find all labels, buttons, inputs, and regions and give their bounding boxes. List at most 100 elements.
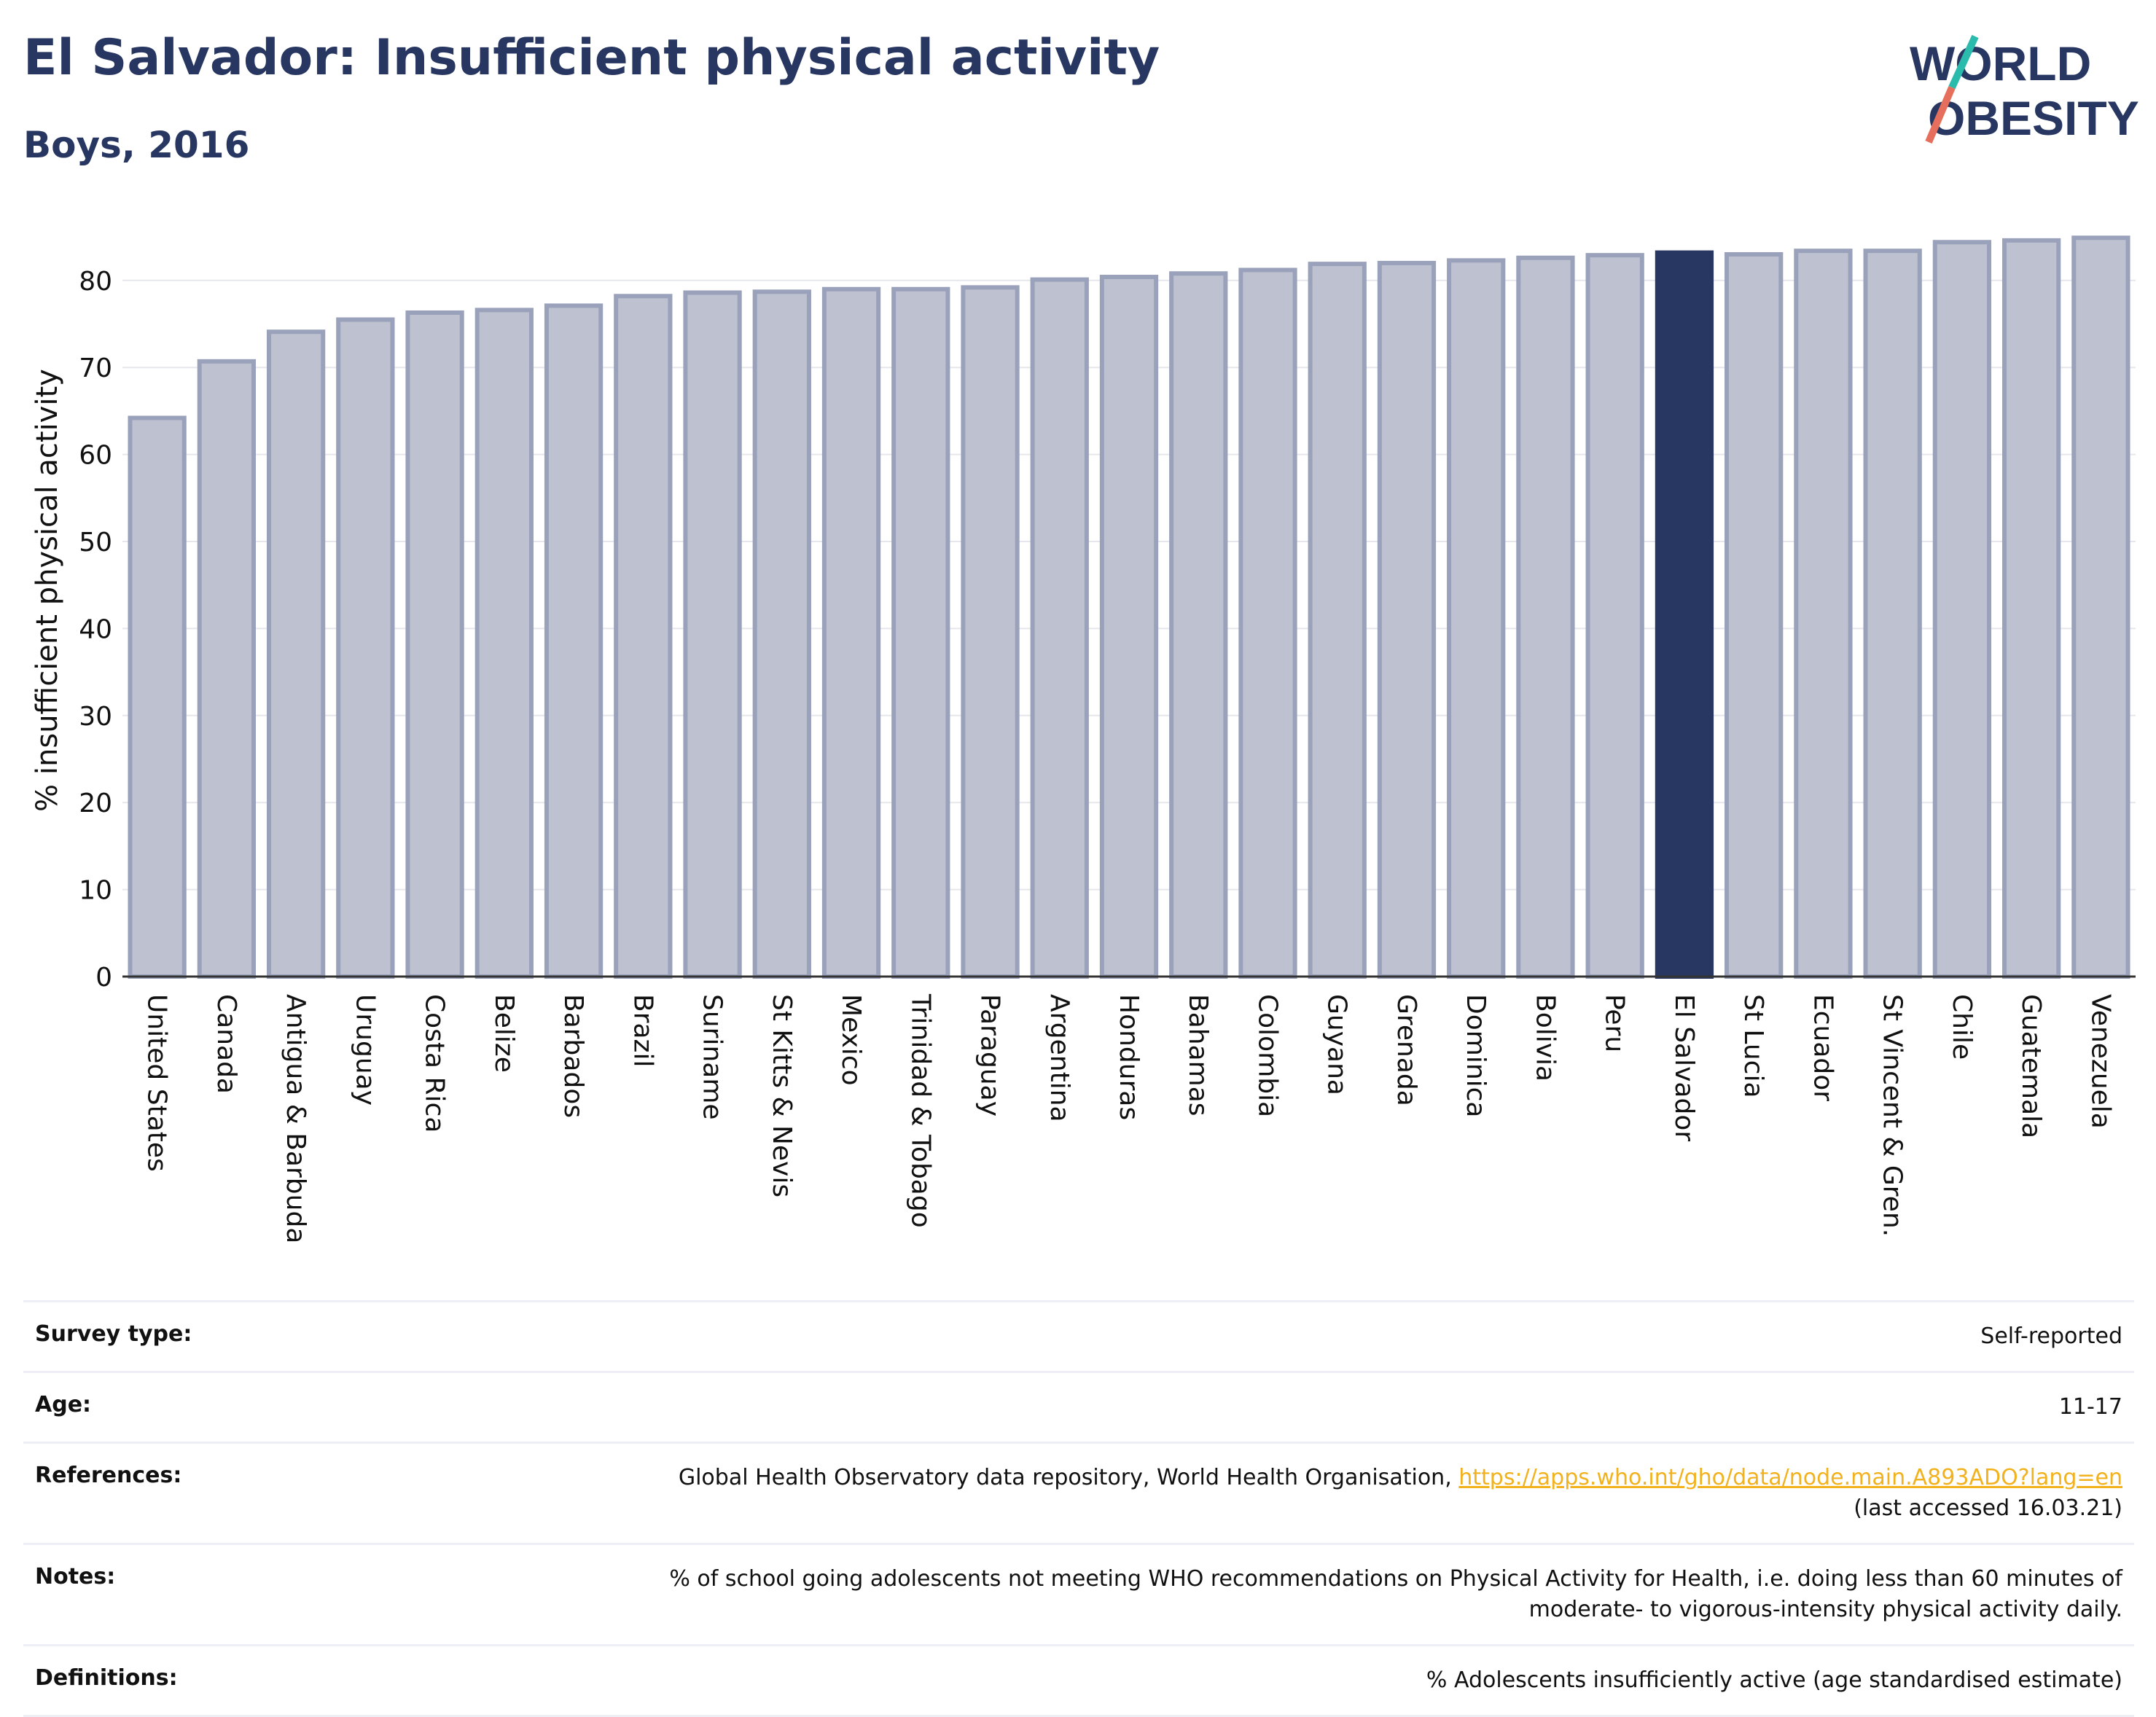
x-tick-label: Uruguay	[350, 994, 380, 1106]
x-tick-label: Bolivia	[1530, 994, 1560, 1082]
references-label: References:	[35, 1463, 182, 1488]
bar	[1308, 262, 1367, 979]
survey-type-label: Survey type:	[35, 1321, 192, 1347]
logo-slash-coral	[1925, 86, 1956, 144]
x-tick-label: Grenada	[1391, 994, 1421, 1106]
bar	[683, 290, 742, 979]
logo-slash-teal	[1948, 34, 1979, 90]
bar	[128, 415, 187, 979]
x-tick-label: Guatemala	[2016, 994, 2046, 1138]
x-tick-label: Paraguay	[975, 994, 1005, 1116]
age-value: 11-17	[2058, 1394, 2122, 1420]
x-tick-label: St Vincent & Gren.	[1878, 994, 1907, 1237]
notes-line2: moderate- to vigorous-intensity physical…	[1528, 1597, 2122, 1622]
x-tick-label: Dominica	[1461, 994, 1491, 1118]
bar	[2071, 235, 2130, 979]
y-tick-label: 30	[79, 702, 112, 732]
page-title: El Salvador: Insufficient physical activ…	[23, 29, 1160, 87]
x-tick-label: Venezuela	[2085, 994, 2115, 1129]
y-tick-label: 80	[79, 267, 112, 297]
x-tick-labels: United States Canada Antigua & Barbuda Urug…	[142, 993, 2116, 1243]
meta-row-notes: Notes: % of school going adolescents not…	[23, 1543, 2134, 1644]
notes-value: % of school going adolescents not meetin…	[669, 1564, 2122, 1625]
y-axis-label: % insufficient physical activity	[31, 369, 64, 812]
references-value: Global Health Observatory data repositor…	[679, 1463, 2122, 1524]
x-tick-label: Chile	[1947, 994, 1977, 1060]
x-tick-label: St Kitts & Nevis	[767, 994, 797, 1197]
meta-row-definitions: Definitions: % Adolescents insufficientl…	[23, 1644, 2134, 1717]
references-link[interactable]: https://apps.who.int/gho/data/node.main.…	[1458, 1465, 2122, 1490]
x-tick-label: Barbados	[558, 994, 588, 1118]
x-tick-label: United States	[142, 994, 172, 1172]
x-tick-label: Suriname	[698, 994, 727, 1120]
x-tick-label: El Salvador	[1669, 994, 1699, 1141]
x-tick-label: Brazil	[628, 994, 657, 1067]
bar	[1516, 255, 1575, 979]
bar	[544, 303, 604, 979]
bar	[1377, 260, 1437, 979]
page-subtitle: Boys, 2016	[23, 124, 250, 166]
bars	[128, 235, 2130, 979]
bar	[266, 329, 326, 979]
x-tick-label: Canada	[211, 994, 241, 1094]
survey-type-value: Self-reported	[1980, 1323, 2122, 1349]
bar	[405, 310, 464, 979]
bar	[1169, 271, 1228, 979]
x-tick-label: Ecuador	[1808, 994, 1837, 1101]
x-tick-label: Bahamas	[1183, 994, 1213, 1116]
notes-label: Notes:	[35, 1564, 116, 1589]
y-tick-labels: 0 10 20 30 40 50 60 70 80	[79, 267, 112, 993]
bar-highlight	[1655, 250, 1714, 979]
x-tick-label: St Lucia	[1738, 994, 1768, 1098]
x-tick-label: Costa Rica	[420, 994, 450, 1133]
age-label: Age:	[35, 1392, 92, 1417]
definitions-label: Definitions:	[35, 1665, 178, 1691]
x-tick-label: Peru	[1600, 994, 1630, 1052]
bar	[891, 286, 950, 979]
y-tick-label: 40	[79, 614, 112, 644]
x-tick-label: Colombia	[1252, 994, 1282, 1117]
definitions-value: % Adolescents insufficiently active (age…	[1426, 1667, 2122, 1693]
bar	[336, 317, 395, 979]
bar	[614, 294, 673, 979]
metadata-table: Survey type: Self-reported Age: 11-17 Re…	[23, 1300, 2134, 1717]
bar	[821, 286, 881, 979]
x-tick-label: Argentina	[1044, 994, 1074, 1122]
x-tick-label: Guyana	[1322, 994, 1352, 1095]
x-tick-label: Honduras	[1114, 994, 1144, 1120]
meta-row-age: Age: 11-17	[23, 1371, 2134, 1442]
x-tick-label: Antigua & Barbuda	[281, 994, 310, 1243]
bar	[1585, 253, 1644, 979]
bar	[1238, 267, 1297, 979]
x-tick-label: Trinidad & Tobago	[905, 993, 935, 1228]
references-text: Global Health Observatory data repositor…	[678, 1465, 1459, 1490]
bar	[961, 285, 1020, 979]
logo-line1: WORLD	[1910, 36, 2091, 90]
y-tick-label: 0	[95, 963, 112, 993]
bar	[1030, 277, 1089, 979]
meta-row-survey-type: Survey type: Self-reported	[23, 1300, 2134, 1371]
bar	[1794, 249, 1853, 979]
logo-line2: OBESITY	[1928, 91, 2139, 145]
y-tick-label: 60	[79, 441, 112, 471]
y-tick-label: 10	[79, 876, 112, 906]
y-tick-label: 20	[79, 789, 112, 818]
meta-row-references: References: Global Health Observatory da…	[23, 1442, 2134, 1543]
bar	[2001, 238, 2061, 979]
bar	[1725, 251, 1784, 979]
bar	[1447, 258, 1506, 979]
notes-line1: % of school going adolescents not meetin…	[669, 1566, 2122, 1592]
y-tick-label: 50	[79, 528, 112, 558]
bar	[1932, 240, 1992, 979]
x-tick-label: Belize	[489, 994, 519, 1073]
bar	[1863, 249, 1922, 979]
bar	[474, 308, 534, 979]
bar	[752, 289, 811, 979]
bar	[1099, 275, 1159, 979]
bar	[197, 359, 257, 979]
x-tick-label: Mexico	[836, 994, 866, 1086]
references-accessed: (last accessed 16.03.21)	[1854, 1495, 2122, 1521]
bar-chart: 0 10 20 30 40 50 60 70 80 United States Canada Ant…	[31, 235, 2136, 1243]
world-obesity-logo: WORLD OBESITY	[1910, 34, 2139, 145]
y-tick-label: 70	[79, 353, 112, 383]
